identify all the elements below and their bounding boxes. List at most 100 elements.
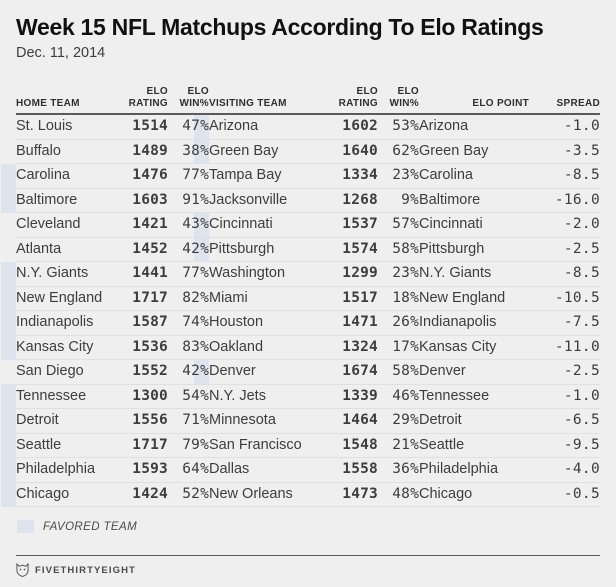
cell-home-elo-rating: 1424 bbox=[120, 482, 168, 508]
cell-visiting-elo-winpct: 29% bbox=[378, 408, 419, 434]
cell-home-elo-winpct: 74% bbox=[168, 310, 209, 336]
column-header-home-team: HOME TEAM bbox=[16, 86, 120, 116]
cell-point-spread: -8.5 bbox=[529, 163, 600, 189]
cell-point-spread: -4.0 bbox=[529, 457, 600, 483]
cell-visiting-elo-rating: 1473 bbox=[330, 482, 378, 508]
cell-visiting-elo-winpct: 58% bbox=[378, 237, 419, 263]
cell-point-spread: -6.5 bbox=[529, 408, 600, 434]
cell-favored-team: Seattle bbox=[419, 433, 529, 459]
column-header-spread: SPREAD bbox=[529, 86, 600, 116]
cell-visiting-elo-winpct: 62% bbox=[378, 139, 419, 165]
cell-home-elo-winpct: 47% bbox=[168, 114, 209, 140]
cell-visiting-elo-winpct: 9% bbox=[378, 188, 419, 214]
cell-home-elo-winpct: 54% bbox=[168, 384, 209, 410]
page-title: Week 15 NFL Matchups According To Elo Ra… bbox=[16, 14, 544, 40]
cell-visiting-team: Oakland bbox=[209, 335, 330, 361]
cell-point-spread: -16.0 bbox=[529, 188, 600, 214]
cell-visiting-team: Tampa Bay bbox=[209, 163, 330, 189]
cell-favored-team: Chicago bbox=[419, 482, 529, 508]
cell-visiting-elo-rating: 1268 bbox=[330, 188, 378, 214]
cell-home-elo-rating: 1452 bbox=[120, 237, 168, 263]
cell-point-spread: -10.5 bbox=[529, 286, 600, 312]
cell-home-team: Detroit bbox=[16, 408, 120, 434]
cell-visiting-elo-rating: 1471 bbox=[330, 310, 378, 336]
footer: FIVETHIRTYEIGHT bbox=[16, 555, 600, 577]
cell-favored-team: Detroit bbox=[419, 408, 529, 434]
cell-favored-team: New England bbox=[419, 286, 529, 312]
cell-home-team: St. Louis bbox=[16, 114, 120, 140]
cell-visiting-elo-winpct: 23% bbox=[378, 163, 419, 189]
header-line-2: ELO POINT bbox=[472, 97, 529, 109]
cell-home-elo-rating: 1552 bbox=[120, 359, 168, 385]
cell-point-spread: -2.5 bbox=[529, 359, 600, 385]
cell-home-elo-winpct: 79% bbox=[168, 433, 209, 459]
cell-visiting-elo-winpct: 18% bbox=[378, 286, 419, 312]
cell-home-elo-winpct: 77% bbox=[168, 163, 209, 189]
cell-home-team: Atlanta bbox=[16, 237, 120, 263]
table-row: Carolina 1476 77% Tampa Bay 1334 23% Carolina -… bbox=[16, 163, 600, 189]
cell-home-team: Indianapolis bbox=[16, 310, 120, 336]
cell-point-spread: -2.0 bbox=[529, 212, 600, 238]
cell-point-spread: -11.0 bbox=[529, 335, 600, 361]
cell-home-team: San Diego bbox=[16, 359, 120, 385]
cell-point-spread: -0.5 bbox=[529, 482, 600, 508]
header-line-2: WIN% bbox=[389, 97, 419, 109]
column-header-visiting-elo-rating: ELO RATING bbox=[330, 86, 378, 116]
table-row: Kansas City 1536 83% Oakland 1324 17% Kansas C… bbox=[16, 335, 600, 361]
header-line-2: VISITING TEAM bbox=[209, 97, 287, 109]
cell-visiting-team: Jacksonville bbox=[209, 188, 330, 214]
cell-home-elo-winpct: 83% bbox=[168, 335, 209, 361]
cell-home-team: Baltimore bbox=[16, 188, 120, 214]
table-row: San Diego 1552 42% Denver 1674 58% Denver -2.5 bbox=[16, 359, 600, 385]
cell-home-elo-winpct: 42% bbox=[168, 237, 209, 263]
cell-home-team: N.Y. Giants bbox=[16, 261, 120, 287]
cell-favored-team: Kansas City bbox=[419, 335, 529, 361]
table-row: Baltimore 1603 91% Jacksonville 1268 9% Baltim… bbox=[16, 188, 600, 214]
page-subtitle: Dec. 11, 2014 bbox=[16, 44, 106, 61]
cell-home-elo-rating: 1556 bbox=[120, 408, 168, 434]
cell-home-elo-winpct: 82% bbox=[168, 286, 209, 312]
cell-home-team: New England bbox=[16, 286, 120, 312]
table-row: Tennessee 1300 54% N.Y. Jets 1339 46% Tennesse… bbox=[16, 384, 600, 410]
cell-home-elo-winpct: 52% bbox=[168, 482, 209, 508]
cell-visiting-elo-rating: 1334 bbox=[330, 163, 378, 189]
header-line-1: ELO bbox=[397, 86, 419, 98]
cell-home-elo-rating: 1536 bbox=[120, 335, 168, 361]
table-row: Indianapolis 1587 74% Houston 1471 26% Indiana… bbox=[16, 310, 600, 336]
cell-home-team: Cleveland bbox=[16, 212, 120, 238]
cell-visiting-team: Minnesota bbox=[209, 408, 330, 434]
header-line-2: RATING bbox=[338, 97, 378, 109]
cell-visiting-team: New Orleans bbox=[209, 482, 330, 508]
cell-home-elo-rating: 1717 bbox=[120, 286, 168, 312]
table-row: Chicago 1424 52% New Orleans 1473 48% Chicago -… bbox=[16, 482, 600, 508]
cell-visiting-elo-winpct: 36% bbox=[378, 457, 419, 483]
cell-visiting-team: Arizona bbox=[209, 114, 330, 140]
cell-home-elo-rating: 1593 bbox=[120, 457, 168, 483]
table-row: St. Louis 1514 47% Arizona 1602 53% Arizona -1.… bbox=[16, 114, 600, 140]
table-row: New England 1717 82% Miami 1517 18% New Englan… bbox=[16, 286, 600, 312]
table-row: Philadelphia 1593 64% Dallas 1558 36% Philadel… bbox=[16, 457, 600, 483]
cell-home-elo-winpct: 71% bbox=[168, 408, 209, 434]
cell-point-spread: -8.5 bbox=[529, 261, 600, 287]
cell-visiting-elo-rating: 1574 bbox=[330, 237, 378, 263]
cell-favored-team: Indianapolis bbox=[419, 310, 529, 336]
column-header-visiting-team: VISITING TEAM bbox=[209, 86, 330, 116]
cell-visiting-elo-rating: 1339 bbox=[330, 384, 378, 410]
cell-visiting-team: Cincinnati bbox=[209, 212, 330, 238]
table-row: Cleveland 1421 43% Cincinnati 1537 57% Cincinn… bbox=[16, 212, 600, 238]
cell-visiting-team: Houston bbox=[209, 310, 330, 336]
header-line-2: HOME TEAM bbox=[16, 97, 80, 109]
cell-visiting-team: Miami bbox=[209, 286, 330, 312]
cell-visiting-team: Denver bbox=[209, 359, 330, 385]
cell-favored-team: Denver bbox=[419, 359, 529, 385]
cell-point-spread: -1.0 bbox=[529, 384, 600, 410]
cell-home-team: Tennessee bbox=[16, 384, 120, 410]
cell-visiting-elo-winpct: 23% bbox=[378, 261, 419, 287]
cell-home-elo-rating: 1421 bbox=[120, 212, 168, 238]
header-line-2: RATING bbox=[128, 97, 168, 109]
column-header-elo-point: ELO POINT bbox=[419, 86, 529, 116]
fox-head-icon bbox=[16, 563, 29, 577]
cell-visiting-elo-rating: 1464 bbox=[330, 408, 378, 434]
cell-visiting-elo-rating: 1517 bbox=[330, 286, 378, 312]
